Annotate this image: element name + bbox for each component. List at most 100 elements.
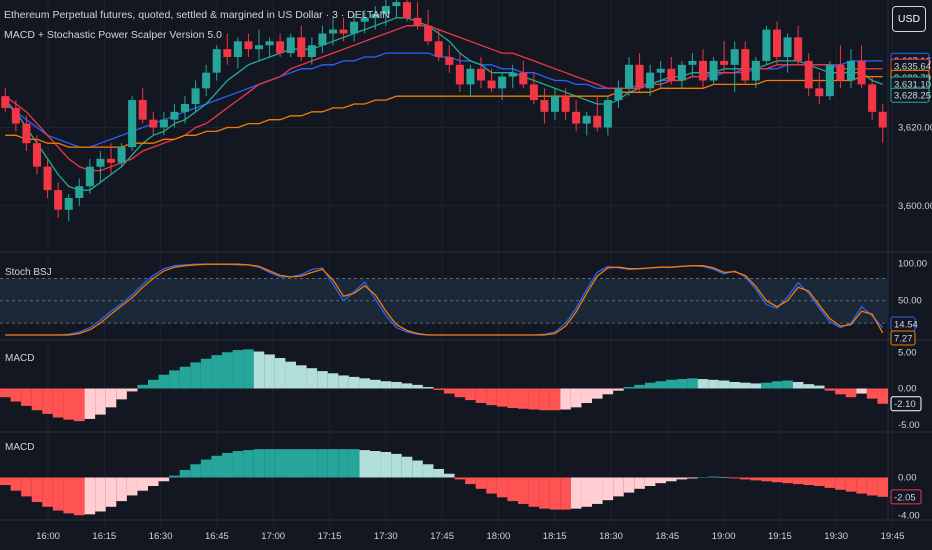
macd1-bar [232, 350, 244, 389]
candle-body [22, 123, 31, 144]
macd1-pane-label: MACD [5, 353, 35, 364]
macd1-bar [222, 352, 233, 389]
macd1-bar [10, 388, 22, 402]
candle [202, 64, 211, 97]
macd2-bar [148, 477, 159, 486]
macd1-bar [465, 388, 476, 401]
macd1-bar [95, 388, 106, 415]
macd2-bar [708, 476, 719, 478]
candle-body [402, 2, 412, 18]
candle-body [32, 143, 42, 167]
macd1-bar [845, 388, 857, 398]
candle [11, 100, 20, 132]
macd2-tick-label: -4.00 [898, 510, 920, 521]
macd2-bar [697, 477, 709, 478]
macd1-bar [391, 381, 402, 389]
macd2-bar [95, 477, 106, 512]
macd1-bar [803, 384, 814, 389]
candle-body [572, 111, 581, 124]
candle-body [297, 37, 306, 57]
candle [603, 96, 612, 136]
macd1-tick-label: 5.00 [898, 347, 917, 358]
candle [614, 80, 623, 108]
candle [96, 151, 105, 183]
macd1-bar [708, 379, 719, 389]
macd1-bar [782, 380, 793, 389]
candle [508, 64, 517, 89]
macd1-bar [729, 381, 740, 389]
macd2-bar [296, 449, 307, 478]
macd1-bar [169, 370, 180, 389]
macd1-bar [771, 381, 783, 389]
macd1-bar [211, 355, 222, 389]
macd2-bar [359, 450, 370, 478]
macd2-bar [475, 477, 487, 489]
candle [128, 96, 137, 151]
stoch-line-1 [5, 263, 884, 336]
candle-body [878, 111, 887, 128]
macd1-bar [528, 388, 540, 410]
macd2-bar [338, 449, 349, 478]
candle [381, 0, 390, 26]
candle [307, 37, 316, 65]
macd1-bar [623, 387, 635, 389]
macd2-bar [676, 477, 688, 480]
candle-body [508, 72, 517, 77]
candle-body [96, 158, 105, 167]
candle [550, 88, 560, 120]
candle [487, 68, 496, 93]
macd2-bar [0, 477, 11, 486]
macd1-bar [581, 388, 592, 403]
candle-body [804, 60, 813, 89]
candle-body [138, 100, 147, 120]
candle [445, 45, 454, 73]
macd2-bar [549, 477, 561, 510]
candle [350, 13, 359, 42]
macd2-bar [412, 460, 423, 478]
candle-body [128, 100, 137, 148]
candle-body [751, 60, 760, 81]
candle [582, 111, 591, 136]
macd2-bar [105, 477, 117, 507]
time-tick-label: 18:15 [543, 531, 567, 542]
macd1-tick-label: -5.00 [898, 420, 920, 431]
candle-body [413, 17, 422, 26]
macd2-bar [264, 449, 275, 478]
macd2-bar [211, 455, 222, 478]
candle [772, 21, 782, 65]
stoch-end-label: 7.27 [894, 334, 913, 345]
candle [624, 57, 634, 97]
candle-body [783, 37, 792, 57]
candle [836, 45, 845, 89]
macd2-bar [179, 469, 191, 478]
candle-body [582, 115, 591, 124]
macd1-bar [740, 382, 751, 389]
candle [825, 60, 834, 101]
candle-body [1, 96, 10, 108]
macd1-bar [264, 354, 275, 389]
macd1-bar [835, 388, 846, 395]
macd1-bar [285, 361, 296, 389]
candle [297, 25, 306, 61]
candle [85, 158, 94, 195]
candle-body [381, 6, 390, 14]
macd2-bar [253, 449, 265, 478]
candle-body [11, 107, 20, 124]
macd2-bar [137, 477, 148, 491]
macd1-bar [63, 388, 74, 420]
currency-button[interactable]: USD [892, 6, 926, 32]
macd1-bar [792, 381, 804, 389]
macd2-bar [687, 477, 698, 479]
candle [561, 88, 570, 120]
candle-body [445, 57, 454, 65]
macd2-bar [835, 477, 846, 490]
candle [846, 49, 856, 89]
macd2-bar [317, 449, 328, 478]
candle-body [815, 88, 824, 97]
macd1-bar [454, 388, 466, 398]
macd1-bar [644, 382, 656, 389]
candle [677, 60, 686, 89]
time-tick-label: 17:15 [318, 531, 342, 542]
candle-body [191, 88, 200, 104]
